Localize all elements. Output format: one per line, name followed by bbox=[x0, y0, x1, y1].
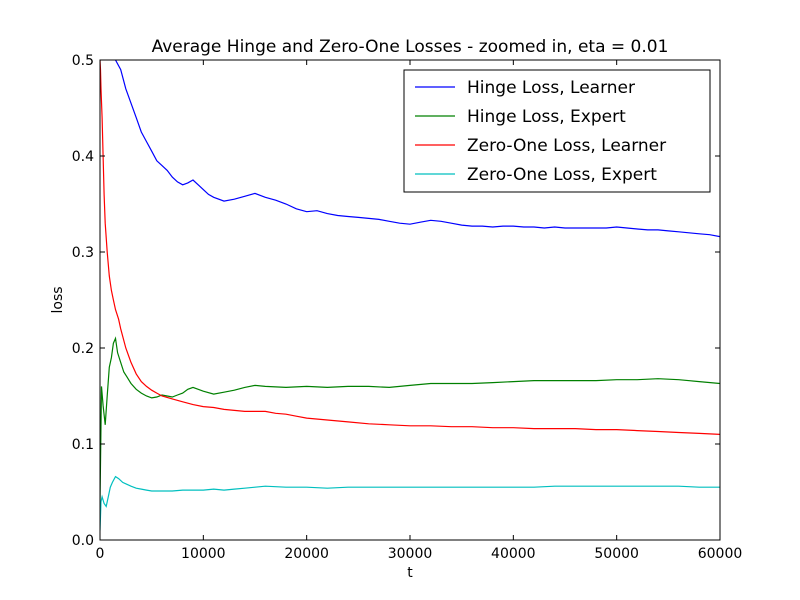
x-axis: 0 10000 20000 30000 40000 50000 60000 bbox=[96, 60, 743, 562]
y-tick-label: 0.1 bbox=[72, 437, 94, 453]
x-tick-label: 60000 bbox=[698, 546, 743, 562]
x-tick-label: 20000 bbox=[284, 546, 329, 562]
x-tick-label: 0 bbox=[96, 546, 105, 562]
legend-label-1: Hinge Loss, Learner bbox=[467, 78, 635, 98]
y-tick-label: 0.4 bbox=[72, 149, 94, 165]
series-layer bbox=[100, 60, 720, 531]
series-line-2 bbox=[100, 336, 720, 502]
legend-label-4: Zero-One Loss, Expert bbox=[467, 165, 657, 185]
x-tick-label: 40000 bbox=[491, 546, 536, 562]
x-tick-label: 30000 bbox=[388, 546, 433, 562]
y-tick-label: 0.3 bbox=[72, 245, 94, 261]
series-line-4 bbox=[100, 475, 720, 531]
chart-title: Average Hinge and Zero-One Losses - zoom… bbox=[152, 37, 669, 57]
x-tick-label: 50000 bbox=[594, 546, 639, 562]
x-axis-label: t bbox=[407, 565, 413, 581]
x-tick-label: 10000 bbox=[181, 546, 226, 562]
y-tick-label: 0.2 bbox=[72, 341, 94, 357]
legend-box bbox=[403, 69, 711, 193]
series-line-1 bbox=[114, 60, 720, 238]
y-axis: 0.0 0.1 0.2 0.3 0.4 0.5 bbox=[72, 53, 720, 549]
legend-label-3: Zero-One Loss, Learner bbox=[467, 136, 666, 156]
legend-label-2: Hinge Loss, Expert bbox=[467, 107, 626, 127]
y-axis-label: loss bbox=[50, 286, 66, 313]
y-tick-label: 0.0 bbox=[72, 533, 94, 549]
legend: Hinge Loss, Learner Hinge Loss, Expert Zer… bbox=[403, 69, 711, 193]
y-tick-label: 0.5 bbox=[72, 53, 94, 69]
series-line-3 bbox=[100, 60, 720, 435]
